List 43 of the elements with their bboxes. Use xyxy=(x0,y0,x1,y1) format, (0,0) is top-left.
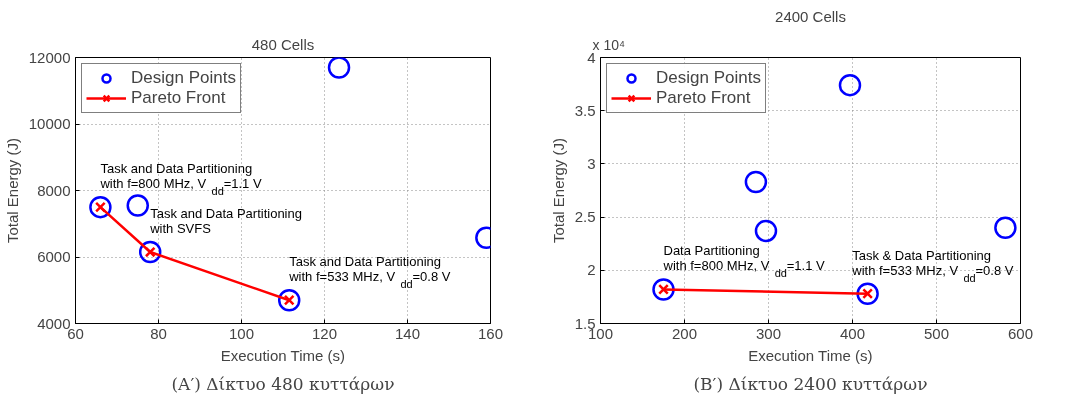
chart-title: 2400 Cells xyxy=(775,7,846,25)
x-tick-label: 80 xyxy=(150,324,167,342)
point xyxy=(277,288,301,312)
x-tick-label: 160 xyxy=(477,324,504,342)
x-tick-label: 140 xyxy=(394,324,421,342)
y-tick-label: 10000 xyxy=(28,115,71,132)
x-tick-label: 500 xyxy=(923,324,950,342)
y-tick-label: 3 xyxy=(587,154,596,172)
y-tick-label: 12000 xyxy=(28,48,71,66)
x-axis-title: Execution Time (s) xyxy=(220,346,345,364)
chart-title: 480 Cells xyxy=(251,35,315,53)
legend-label: Design Points xyxy=(131,68,236,88)
legend-label: Design Points xyxy=(656,68,761,88)
x-tick-label: 200 xyxy=(671,324,698,342)
point xyxy=(89,195,112,219)
y-axis-title: Total Energy (J) xyxy=(3,137,21,244)
text: (Β′) Δίκτυο 2400 κυττάρων xyxy=(693,373,928,394)
text: (Α′) Δίκτυο 480 κυττάρων xyxy=(171,373,395,394)
y-tick-label: 3.5 xyxy=(574,101,596,119)
text: x 10⁴ xyxy=(592,36,625,53)
point xyxy=(744,170,768,194)
point xyxy=(856,282,879,305)
point xyxy=(327,57,351,79)
point xyxy=(126,194,149,217)
x-tick-label: 400 xyxy=(839,324,866,342)
annotation: Task and Data Partitioning with SVFS xyxy=(149,206,302,237)
y-axis-title: Total Energy (J) xyxy=(549,137,567,244)
y-tick-label: 6000 xyxy=(37,248,71,265)
y-tick-label: 8000 xyxy=(37,181,71,199)
point xyxy=(652,278,675,301)
y-tick-label: 2.5 xyxy=(574,208,596,226)
x-tick-label: 600 xyxy=(1007,324,1034,342)
x-tick-label: 300 xyxy=(755,324,782,342)
x-tick-label: 100 xyxy=(228,324,255,342)
y-tick-label: 2 xyxy=(587,261,596,279)
point xyxy=(138,240,162,264)
legend-label: Pareto Front xyxy=(656,88,751,108)
x-tick-label: 120 xyxy=(311,324,338,342)
point xyxy=(994,216,1017,239)
point xyxy=(754,219,778,243)
x-axis-title: Execution Time (s) xyxy=(748,346,873,364)
legend-label: Pareto Front xyxy=(131,88,226,108)
point xyxy=(838,73,862,97)
